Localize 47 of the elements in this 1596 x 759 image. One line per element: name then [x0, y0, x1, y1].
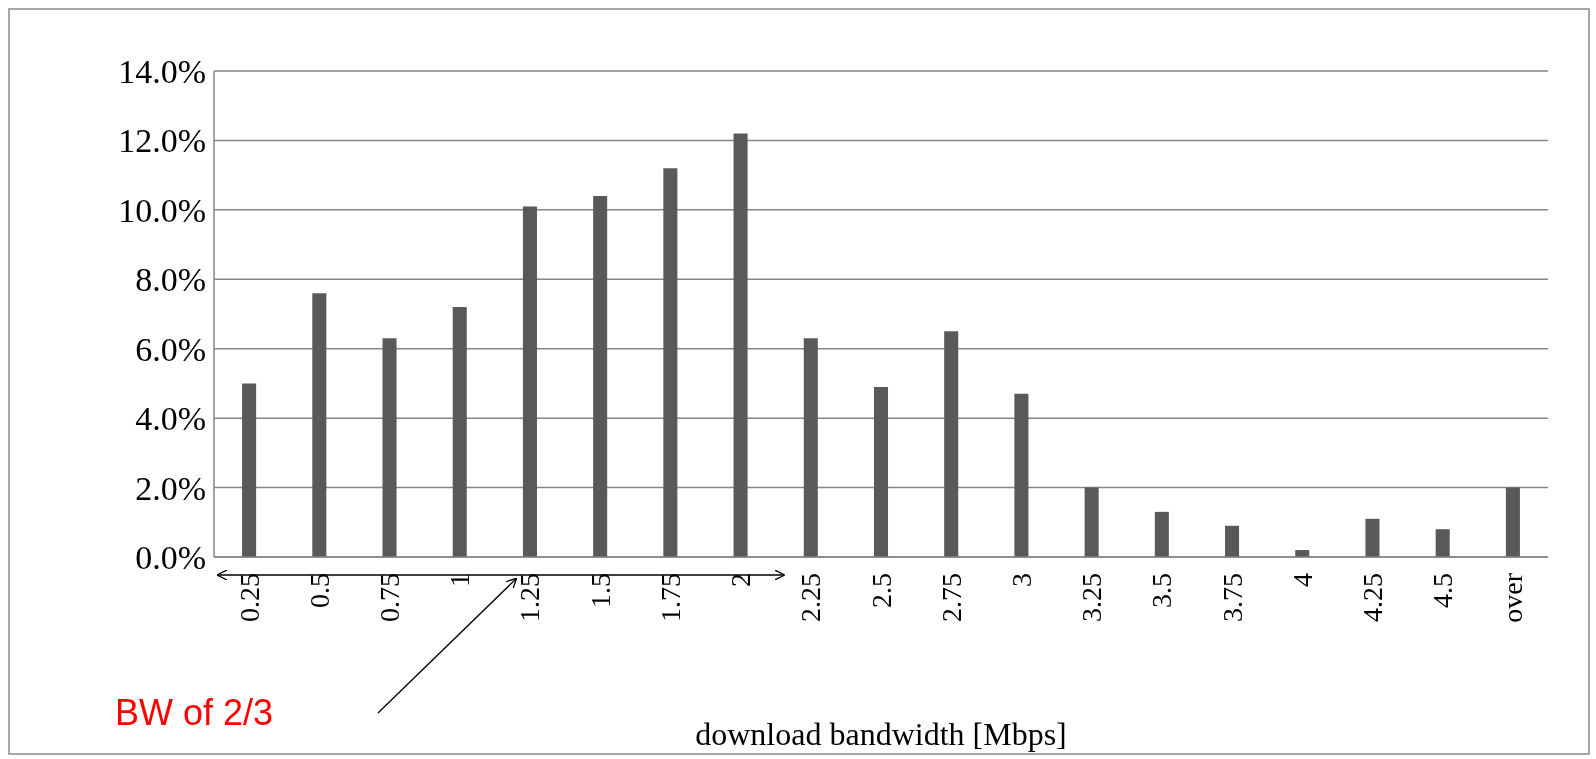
bar [663, 168, 678, 557]
bar [733, 133, 748, 557]
bar [944, 331, 959, 557]
bar [873, 386, 889, 557]
x-tick-label: 2.25 [795, 573, 827, 622]
bar [1505, 487, 1520, 557]
x-tick-label: 2.75 [935, 573, 967, 622]
y-tick-label: 10.0% [118, 191, 206, 229]
y-tick-label: 6.0% [135, 330, 206, 368]
x-tick-label: 1 [444, 573, 476, 587]
x-tick-label: 3 [1005, 573, 1037, 587]
x-tick-label: 4.5 [1427, 573, 1459, 608]
x-tick-label: 1.5 [584, 573, 616, 608]
bar [803, 338, 818, 557]
x-tick-label: 4 [1286, 573, 1318, 587]
text: BW of 2/3 [115, 692, 274, 733]
y-tick-label: 2.0% [135, 469, 206, 507]
bar [1225, 525, 1240, 557]
x-tick-label: 0.25 [233, 573, 265, 622]
bar [242, 383, 257, 557]
bar [312, 293, 327, 557]
y-tick-label: 8.0% [135, 261, 206, 299]
bar [1154, 511, 1169, 557]
y-tick-label: 0.0% [135, 539, 206, 577]
bar [1365, 518, 1380, 557]
x-tick-label: 0.5 [303, 573, 335, 608]
x-tick-label: 4.25 [1356, 573, 1388, 622]
bar [1014, 393, 1029, 557]
x-tick-label: 3.75 [1216, 573, 1248, 622]
x-tick-label: 2.5 [865, 573, 897, 608]
bar [522, 206, 537, 557]
x-tick-label: 0.75 [374, 573, 406, 622]
bar [593, 195, 608, 557]
bar [1435, 529, 1450, 557]
bar [452, 307, 467, 557]
y-tick-label: 14.0% [118, 53, 206, 91]
y-tick-label: 12.0% [118, 122, 206, 160]
x-tick-label: 3.25 [1076, 573, 1108, 622]
x-tick-label: over [1497, 572, 1529, 623]
y-tick-label: 4.0% [135, 400, 206, 438]
x-tick-label: 1.75 [654, 573, 686, 622]
x-tick-label: 2 [725, 573, 757, 587]
x-tick-label: 3.5 [1146, 573, 1178, 608]
bar [1084, 487, 1099, 557]
bar [382, 338, 397, 557]
x-tick-label: 1.25 [514, 573, 546, 622]
x-axis-title: download bandwidth [Mbps] [695, 716, 1067, 752]
